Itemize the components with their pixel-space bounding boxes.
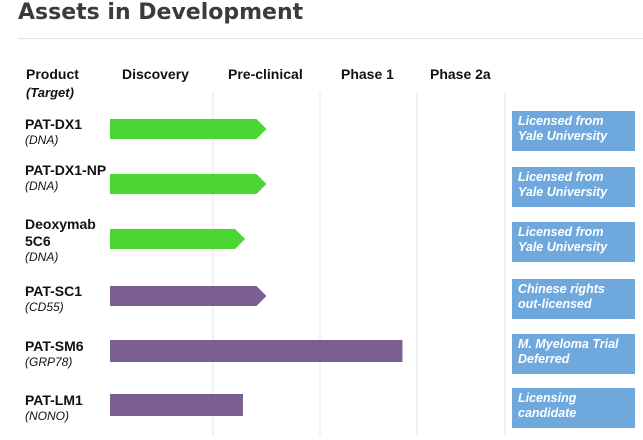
header-target: (Target) — [26, 85, 74, 100]
page-title: Assets in Development — [18, 0, 304, 25]
product-name: PAT-SC1 — [25, 283, 83, 299]
row-note: Licensed from Yale University — [512, 111, 635, 151]
row-note: Licensed from Yale University — [512, 222, 635, 262]
header-stage-phase2a: Phase 2a — [430, 66, 491, 82]
row-label-pat-sc1: PAT-SC1 (CD55) — [25, 283, 107, 315]
row-note: Chinese rights out-licensed — [512, 279, 635, 319]
title-divider — [18, 38, 643, 39]
row-note: Licensing candidate — [512, 388, 635, 428]
product-target: (DNA) — [25, 250, 59, 264]
header-stage-preclinical: Pre-clinical — [228, 66, 303, 82]
row-label-pat-sm6: PAT-SM6 (GRP78) — [25, 338, 107, 370]
product-name: PAT-DX1 — [25, 116, 83, 132]
progress-bar-pat-sm6 — [110, 340, 403, 362]
row-label-pat-dx1: PAT-DX1 (DNA) — [25, 116, 107, 148]
progress-bar-pat-lm1 — [110, 394, 243, 416]
progress-bar-pat-dx1 — [110, 119, 267, 139]
row-label-pat-lm1: PAT-LM1 (NONO) — [25, 392, 107, 424]
header-stage-phase1: Phase 1 — [341, 66, 394, 82]
product-target: (GRP78) — [25, 355, 73, 369]
row-note: M. Myeloma Trial Deferred — [512, 334, 635, 374]
progress-bar-pat-dx1-np — [110, 174, 267, 194]
product-target: (NONO) — [25, 409, 69, 423]
product-target: (DNA) — [25, 133, 59, 147]
header-stage-discovery: Discovery — [122, 66, 189, 82]
progress-bar-deoxymab-5c6 — [110, 229, 246, 249]
product-name: PAT-SM6 — [25, 338, 84, 354]
row-note: Licensed from Yale University — [512, 167, 635, 207]
product-target: (CD55) — [25, 300, 64, 314]
progress-bar-pat-sc1 — [110, 286, 267, 306]
row-label-pat-dx1-np: PAT-DX1-NP (DNA) — [25, 162, 107, 194]
row-label-deoxymab-5c6: Deoxymab 5C6 (DNA) — [25, 216, 107, 265]
product-name: PAT-LM1 — [25, 392, 83, 408]
product-target: (DNA) — [25, 179, 59, 193]
header-product: Product — [26, 66, 79, 82]
product-name: PAT-DX1-NP — [25, 162, 107, 178]
product-name: Deoxymab 5C6 — [25, 216, 96, 249]
